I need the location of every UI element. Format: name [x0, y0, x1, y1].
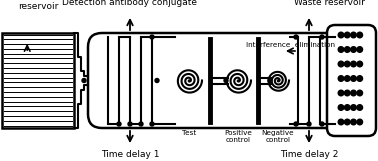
FancyBboxPatch shape [88, 33, 368, 128]
Circle shape [117, 122, 121, 126]
Circle shape [338, 61, 344, 67]
Circle shape [344, 32, 350, 38]
Circle shape [338, 47, 344, 52]
Circle shape [357, 76, 363, 81]
Circle shape [294, 122, 298, 126]
Circle shape [357, 47, 363, 52]
Circle shape [338, 119, 344, 125]
Circle shape [338, 32, 344, 38]
Circle shape [351, 47, 356, 52]
Text: Negative
control: Negative control [262, 130, 294, 143]
Circle shape [338, 105, 344, 110]
Circle shape [351, 76, 356, 81]
Circle shape [344, 119, 350, 125]
Text: Positive
control: Positive control [224, 130, 252, 143]
Circle shape [351, 90, 356, 96]
Circle shape [351, 105, 356, 110]
Circle shape [294, 35, 298, 39]
Circle shape [351, 119, 356, 125]
Circle shape [357, 90, 363, 96]
Circle shape [351, 32, 356, 38]
Text: Time delay 1: Time delay 1 [101, 150, 159, 159]
Circle shape [344, 76, 350, 81]
Circle shape [357, 32, 363, 38]
Circle shape [338, 76, 344, 81]
Circle shape [320, 122, 324, 126]
Circle shape [344, 47, 350, 52]
Circle shape [139, 122, 143, 126]
Circle shape [307, 122, 311, 126]
Circle shape [357, 61, 363, 67]
Text: Interference  elimination: Interference elimination [245, 42, 335, 48]
Circle shape [128, 122, 132, 126]
Circle shape [320, 35, 324, 39]
Circle shape [268, 79, 272, 82]
Text: Detection antibody conjugate: Detection antibody conjugate [62, 0, 197, 7]
Bar [2, 33, 74, 128]
Circle shape [344, 105, 350, 110]
Circle shape [155, 79, 159, 82]
FancyBboxPatch shape [327, 25, 376, 136]
Circle shape [344, 90, 350, 96]
Circle shape [357, 105, 363, 110]
Circle shape [357, 119, 363, 125]
Circle shape [82, 79, 86, 82]
Circle shape [344, 61, 350, 67]
Text: Test: Test [182, 130, 196, 136]
Circle shape [150, 122, 154, 126]
Circle shape [224, 79, 228, 82]
Text: Time delay 2: Time delay 2 [280, 150, 338, 159]
Circle shape [150, 35, 154, 39]
Circle shape [351, 61, 356, 67]
Text: Saliva
reservoir: Saliva reservoir [18, 0, 58, 11]
Circle shape [338, 90, 344, 96]
Text: Waste reservoir: Waste reservoir [294, 0, 364, 7]
